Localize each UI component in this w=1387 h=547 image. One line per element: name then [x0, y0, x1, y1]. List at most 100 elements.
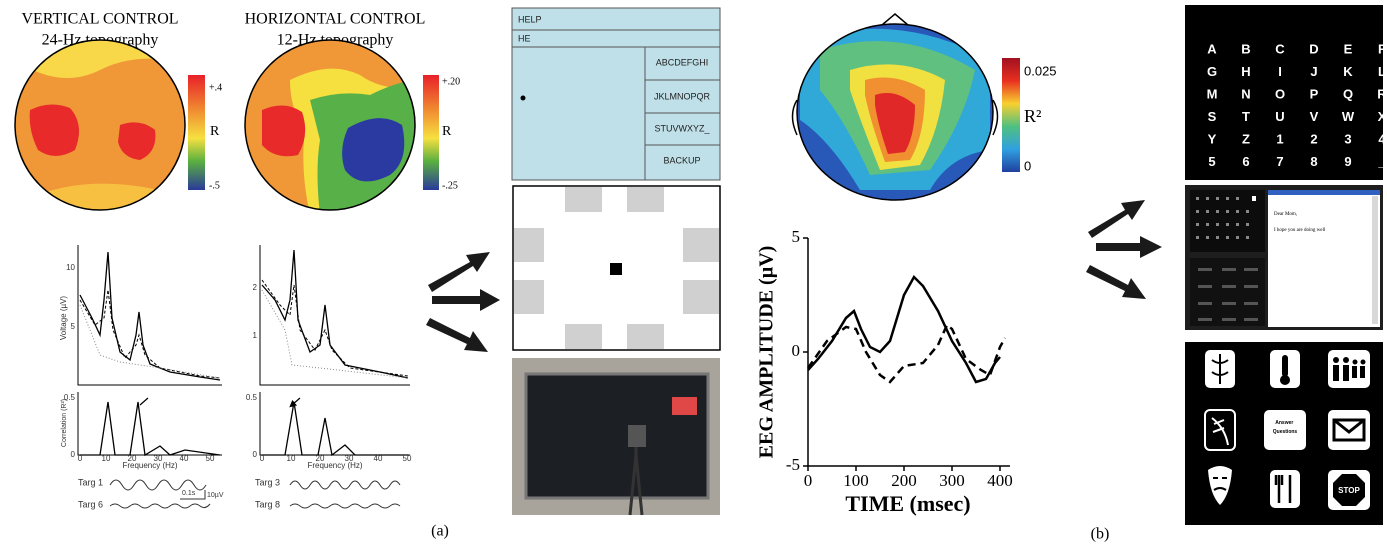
- matrix-letter: D: [1309, 41, 1318, 56]
- trace-label: Targ 3: [255, 477, 280, 487]
- matrix-letter: V: [1310, 109, 1319, 124]
- tick-label: 0: [253, 450, 258, 459]
- tick-label: 400: [987, 471, 1013, 490]
- tick-label: 0: [78, 454, 83, 463]
- tick-label: 10: [287, 454, 296, 463]
- tick-label: 30: [154, 454, 163, 463]
- matrix-letter: A: [1207, 41, 1217, 56]
- colorbar: [188, 75, 205, 190]
- scale-bar-label: 0.1s: [182, 490, 196, 497]
- trace-label: Targ 6: [78, 499, 103, 509]
- icon-panel: Answer Questions STOP: [1185, 342, 1383, 525]
- scale-label: R: [210, 124, 220, 139]
- matrix-letter: W: [1342, 109, 1355, 124]
- matrix-letter: 2: [1310, 131, 1317, 146]
- tick-label: 10: [102, 454, 111, 463]
- scale-label: +.4: [209, 82, 222, 93]
- axis-label: TIME (msec): [845, 491, 970, 516]
- matrix-letter: J: [1310, 64, 1317, 79]
- matrix-letter: K: [1343, 64, 1353, 79]
- tick-label: 20: [316, 454, 325, 463]
- erp-curve-target: [808, 277, 1000, 382]
- matrix-letter: E: [1344, 41, 1353, 56]
- erp-curve-nontarget: [808, 325, 1005, 382]
- tick-label: 0: [792, 341, 801, 360]
- matrix-letter: T: [1242, 109, 1250, 124]
- scale-label: 0.025: [1024, 63, 1057, 78]
- matrix-letter: U: [1275, 109, 1284, 124]
- trace-labels: Targ 1 Targ 6 Targ 3 Targ 8 0.1s 10µV: [78, 477, 280, 509]
- title: VERTICAL CONTROL: [21, 11, 178, 28]
- matrix-letter: I: [1278, 64, 1282, 79]
- matrix-letter: 6: [1242, 154, 1249, 169]
- matrix-letter: F: [1378, 41, 1386, 56]
- typed-text: HE: [518, 33, 531, 43]
- tick-label: 100: [843, 471, 869, 490]
- colorbar: [1002, 58, 1020, 172]
- matrix-letter: 4: [1378, 131, 1386, 146]
- spelled-text: HELP: [518, 14, 542, 24]
- axis-label: Correlation (R²): [61, 399, 68, 447]
- icon-label-line: Answer: [1275, 420, 1293, 426]
- option: STUVWXYZ_: [654, 123, 710, 133]
- scale-label: 0: [1024, 158, 1031, 173]
- erp-axes: [808, 238, 1010, 466]
- tick-label: 10: [66, 263, 75, 272]
- matrix-letter: B: [1241, 41, 1250, 56]
- colorbar: [423, 75, 439, 190]
- matrix-letter: 3: [1344, 131, 1351, 146]
- tick-label: 0.5: [64, 393, 76, 402]
- topography-r2: [795, 22, 995, 202]
- tick-label: 40: [374, 454, 383, 463]
- scale-label: R: [442, 124, 452, 139]
- tick-label: 50: [206, 454, 215, 463]
- tick-label: 50: [403, 454, 412, 463]
- matrix-letter: Z: [1242, 131, 1250, 146]
- matrix-letter: 7: [1276, 154, 1283, 169]
- tick-label: 5: [792, 227, 801, 246]
- matrix-letter: N: [1241, 86, 1250, 101]
- matrix-letter: R: [1377, 86, 1387, 101]
- tick-label: 300: [939, 471, 965, 490]
- matrix-letter: 9: [1344, 154, 1351, 169]
- matrix-letter: C: [1275, 41, 1285, 56]
- option: ABCDEFGHI: [656, 57, 709, 67]
- matrix-letter: 8: [1310, 154, 1317, 169]
- matrix-letter: 5: [1208, 154, 1215, 169]
- topography-vertical: [10, 35, 190, 220]
- arrow: [140, 398, 300, 405]
- tick-label: 5: [71, 322, 76, 331]
- colorbar-labels: 0.025 R² 0: [1024, 63, 1057, 173]
- speller-screen: HELP HE ABCDEFGHI JKLMNOPQR STUVWXYZ_ BA…: [512, 8, 720, 180]
- topography-horizontal: [240, 35, 420, 215]
- matrix-letter: M: [1207, 86, 1218, 101]
- tick-label: 30: [345, 454, 354, 463]
- figure: VERTICAL CONTROL 24-Hz topography HORIZO…: [0, 0, 1387, 547]
- option: BACKUP: [663, 155, 700, 165]
- tick-label: 0: [804, 471, 813, 490]
- tick-label: 0.5: [246, 393, 258, 402]
- arrows: [426, 252, 500, 352]
- axis-label: Voltage (µV): [59, 296, 68, 341]
- tick-label: -5: [786, 455, 800, 474]
- matrix-letter: G: [1207, 64, 1217, 79]
- matrix-letter: P: [1310, 86, 1319, 101]
- tick-label: 200: [891, 471, 917, 490]
- matrix-letter: _: [1377, 154, 1386, 169]
- letter-text: Dear Mom,: [1274, 212, 1297, 217]
- option: JKLMNOPQR: [654, 91, 711, 101]
- spectra-axes: [78, 245, 410, 455]
- matrix-letter: X: [1378, 109, 1387, 124]
- title: HORIZONTAL CONTROL: [245, 11, 426, 28]
- axis-label: EEG AMPLITUDE (µV): [756, 246, 778, 459]
- matrix-letter: O: [1275, 86, 1285, 101]
- matrix-letter: 1: [1276, 131, 1283, 146]
- scale-label: +.20: [442, 76, 460, 87]
- matrix-letter: Q: [1343, 86, 1353, 101]
- tick-label: 1: [253, 331, 258, 340]
- matrix-letter: Y: [1208, 131, 1217, 146]
- letter-text: I hope you are doing well: [1274, 228, 1326, 233]
- matrix-letter: S: [1208, 109, 1217, 124]
- speller-screenshot: Dear Mom, I hope you are doing well: [1185, 185, 1383, 330]
- photo: [512, 358, 720, 515]
